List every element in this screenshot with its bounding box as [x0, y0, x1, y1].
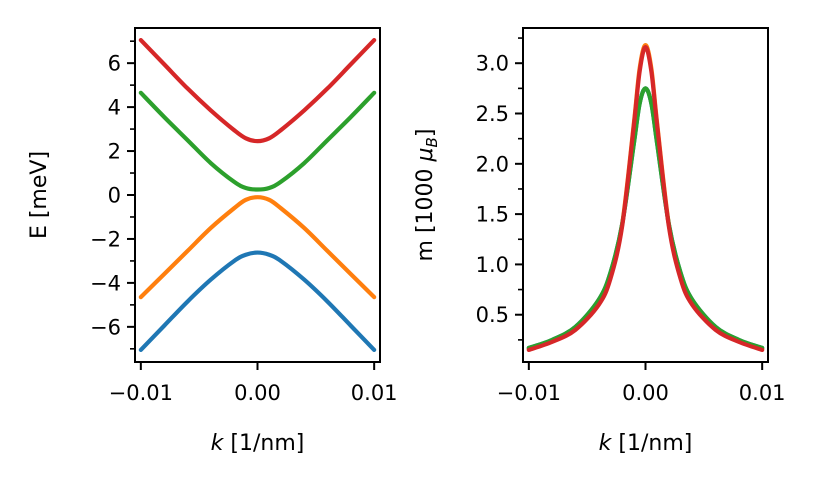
y-tick-label: 1.0 [476, 253, 509, 277]
y-tick-label: 4 [108, 96, 121, 120]
y-tick-label: 3.0 [476, 52, 509, 76]
y-axis-label-close: ] [413, 129, 438, 138]
x-tick-label: −0.01 [497, 381, 561, 405]
x-axis-label-unit: [1/nm] [223, 431, 304, 456]
series-line-2 [526, 86, 765, 351]
series-line-3 [138, 37, 377, 144]
x-axis-label-variable: k [211, 431, 225, 456]
y-tick-label: 0.5 [476, 303, 509, 327]
magnetization-panel: −0.01 0.00 0.01 0.5 1.0 1.5 2.0 2.5 3.0 k [1/nm] m… [413, 27, 786, 456]
x-tick-label: 0.01 [739, 381, 786, 405]
y-axis-label: m [1000 μB] [413, 129, 441, 262]
y-tick-label: 2.0 [476, 152, 509, 176]
series-group [138, 37, 377, 353]
x-axis-label-variable: k [599, 431, 613, 456]
y-tick-label: −4 [90, 271, 121, 295]
y-tick-label: 2 [108, 140, 121, 164]
y-tick-label: 6 [108, 52, 121, 76]
series-line-1 [138, 195, 377, 300]
series-line-3 [526, 45, 765, 353]
series-line-2 [138, 90, 377, 192]
y-axis-label-symbol: μ [413, 147, 438, 162]
x-axis-label: k [1/nm] [211, 431, 305, 456]
y-axis-label: E [meV] [27, 151, 52, 239]
y-axis-label-text: m [1000 [413, 161, 438, 261]
energy-panel: −0.01 0.00 0.01 −6 −4 −2 0 2 4 6 k [1/nm] E [meV] [27, 27, 398, 456]
x-tick-label: 0.00 [234, 381, 281, 405]
x-tick-label: 0.01 [351, 381, 398, 405]
series-group [526, 43, 765, 353]
y-tick-label: −6 [90, 315, 121, 339]
y-tick-label: −2 [90, 227, 121, 251]
x-tick-label: −0.01 [109, 381, 173, 405]
x-tick-label: 0.00 [622, 381, 669, 405]
x-axis-label: k [1/nm] [599, 431, 693, 456]
y-tick-label: 1.5 [476, 203, 509, 227]
y-axis-label-subscript: B [423, 137, 441, 147]
y-tick-label: 2.5 [476, 102, 509, 126]
y-tick-label: 0 [108, 184, 121, 208]
x-axis-label-unit: [1/nm] [611, 431, 692, 456]
series-line-0 [138, 250, 377, 353]
